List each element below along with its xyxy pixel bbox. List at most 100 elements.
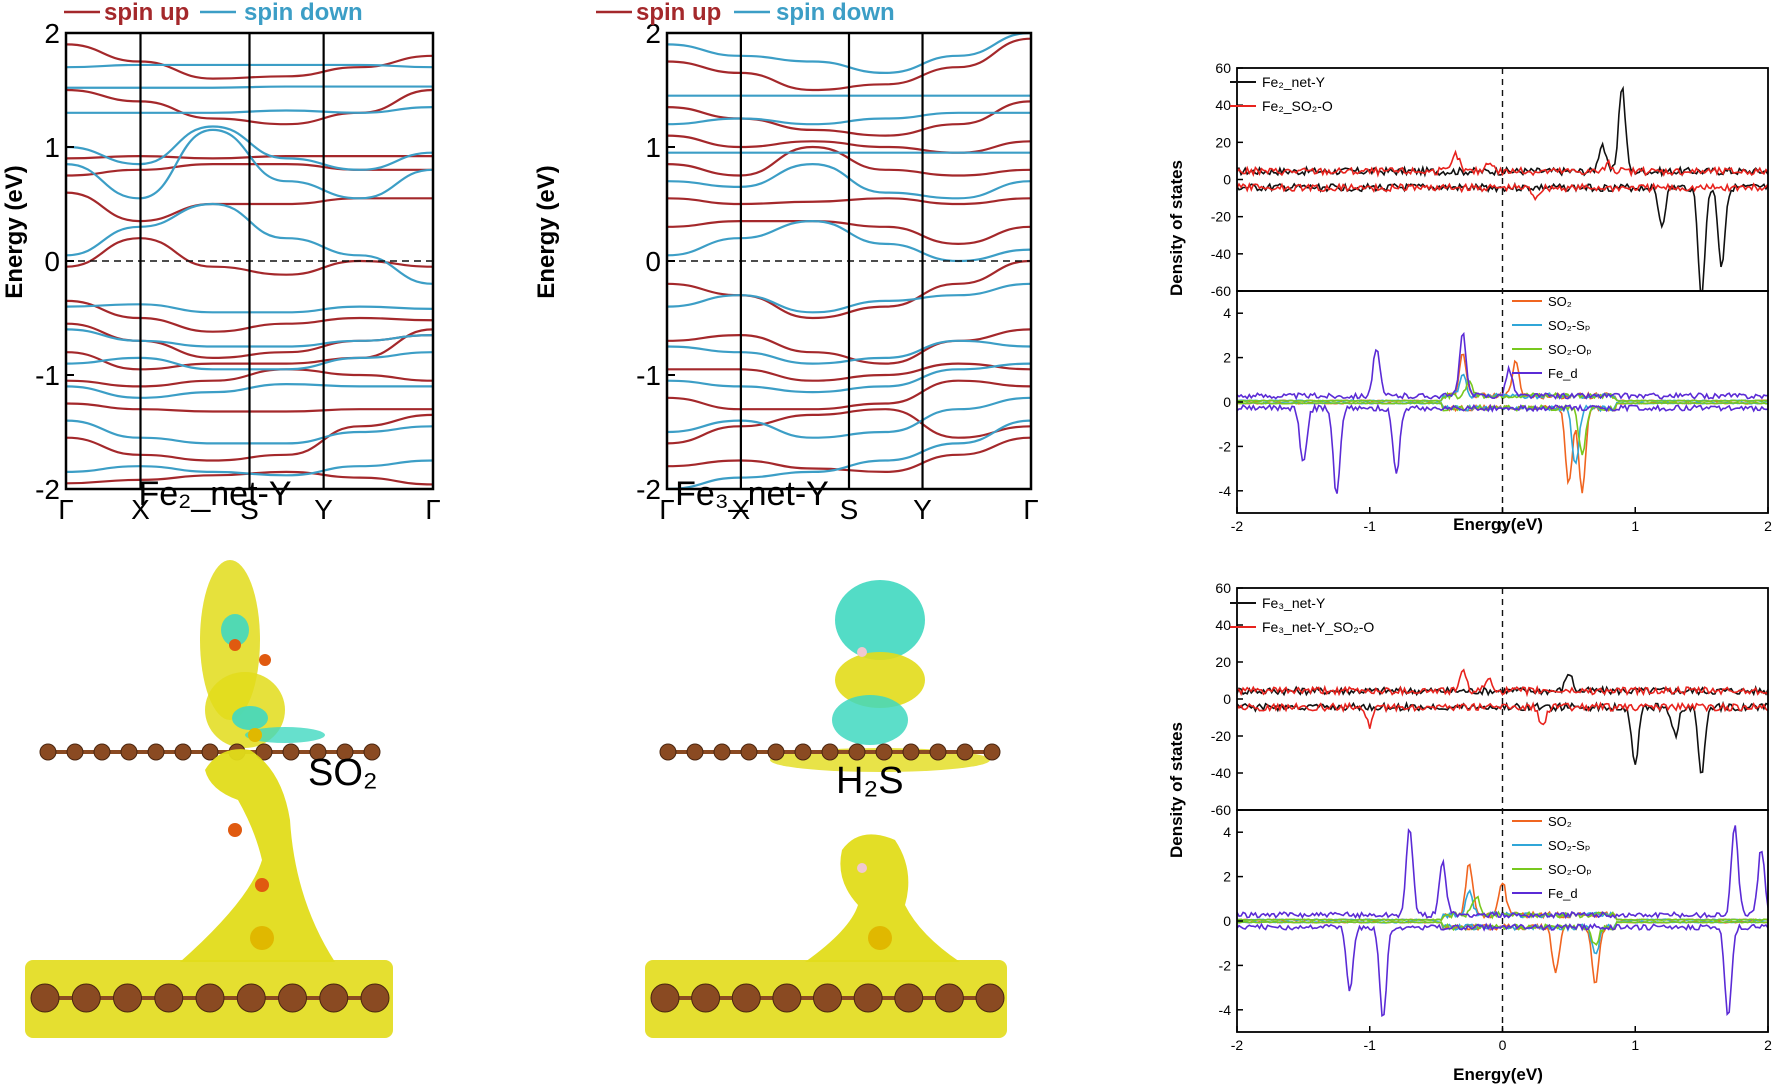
carbon-atom — [853, 983, 883, 1013]
h2s-charge-density — [645, 834, 1007, 1038]
kpoint-label: Γ — [659, 494, 674, 525]
dos-lines — [1237, 668, 1768, 774]
carbon-atom — [767, 743, 785, 761]
band-panel-2-texts: spin up spin down Energy (eV) Fe₃_net-Y — [533, 0, 895, 513]
kpoint-label: Γ — [425, 494, 440, 525]
dos-xtick-label: -2 — [1231, 1037, 1244, 1053]
carbon-atom — [360, 983, 390, 1013]
band-2-ylabel: Energy (eV) — [533, 165, 560, 298]
legend-spin-up: spin up — [636, 0, 721, 26]
carbon-atom — [174, 743, 192, 761]
band-1-ylabel: Energy (eV) — [1, 165, 28, 298]
band-up-6 — [667, 219, 1031, 246]
dos-ytick-label: -2 — [1219, 957, 1232, 973]
carbon-atom — [255, 743, 273, 761]
band-down-0 — [66, 459, 433, 477]
isosurface-yellow — [835, 652, 925, 708]
carbon-atom — [30, 983, 60, 1013]
dos-ytick-label: 40 — [1215, 617, 1231, 633]
carbon-atom — [713, 743, 731, 761]
dos-ytick-label: -40 — [1211, 765, 1231, 781]
carbon-atom — [93, 743, 111, 761]
ytick-label: -1 — [636, 360, 661, 391]
carbon-atom — [934, 983, 964, 1013]
carbon-atom — [686, 743, 704, 761]
dos-Fe₃_net-Y_SO₂-O-down — [1237, 701, 1768, 729]
carbon-atom — [319, 983, 349, 1013]
dos-ytick-label: -40 — [1211, 246, 1231, 262]
dos-Fe_d-up — [1237, 825, 1768, 920]
dos-ytick-label: 60 — [1215, 580, 1231, 596]
legend-spin-up: spin up — [104, 0, 189, 26]
band-up-11 — [667, 37, 1031, 92]
oxygen-atom — [255, 878, 269, 892]
band-up-6 — [66, 299, 433, 333]
band-panel-1-texts: spin up spin down Energy (eV) Fe₂_net-Y — [1, 0, 363, 513]
band-panel-2: Γ X S Y Γ 2 1 0 -1 -2 — [636, 18, 1039, 525]
kpoint-label: Y — [314, 494, 333, 525]
carbon-atom — [39, 743, 57, 761]
dos-lines — [1237, 85, 1768, 291]
carbon-atom — [691, 983, 721, 1013]
molecule-label-so2: SO₂ — [308, 752, 378, 794]
so2-charge-density-difference — [39, 560, 381, 761]
isosurface-cyan — [221, 614, 249, 646]
carbon-atom — [894, 983, 924, 1013]
dos-ytick-label: -60 — [1211, 802, 1231, 818]
carbon-atom — [363, 743, 381, 761]
sulfur-atom — [248, 728, 262, 742]
band-1-title: Fe₂_net-Y — [138, 475, 291, 513]
carbon-atom — [983, 743, 1001, 761]
charge-density-renderings — [25, 560, 1007, 1038]
carbon-atom — [154, 983, 184, 1013]
carbon-atom — [794, 743, 812, 761]
dos-ytick-label: 60 — [1215, 60, 1231, 76]
dos-ytick-label: 4 — [1223, 305, 1231, 321]
dos-2-ylabel: Density of states — [1167, 722, 1186, 858]
dos-2-legend-fed: Fe_d — [1548, 886, 1578, 901]
legend-spin-down: spin down — [776, 0, 895, 26]
carbon-atom — [772, 983, 802, 1013]
dos-xtick-label: 1 — [1631, 1037, 1639, 1053]
ytick-label: -2 — [35, 474, 60, 505]
isosurface-cyan — [245, 727, 325, 743]
dos-ytick-label: -60 — [1211, 283, 1231, 299]
band-down-2 — [66, 383, 433, 399]
carbon-atom — [650, 983, 680, 1013]
dos-xtick-label: 2 — [1764, 1037, 1772, 1053]
band-up-1 — [66, 413, 433, 462]
ytick-label: -2 — [636, 474, 661, 505]
dos-ytick-label: 0 — [1223, 394, 1231, 410]
dos-ytick-label: 40 — [1215, 97, 1231, 113]
dos-1-legend-b: Fe₂_SO₂-O — [1262, 98, 1333, 114]
carbon-atom — [201, 743, 219, 761]
carbon-atom — [740, 743, 758, 761]
isosurface-cyan — [232, 706, 268, 730]
carbon-atom — [975, 983, 1005, 1013]
dos-2-legend-a: Fe₃_net-Y — [1262, 595, 1326, 611]
dos-ytick-label: -20 — [1211, 209, 1231, 225]
band-up-1 — [667, 408, 1031, 445]
kpoint-label: Y — [913, 494, 932, 525]
h2s-charge-density-difference — [659, 580, 1001, 772]
band-up-4 — [66, 328, 433, 371]
carbon-atom — [875, 743, 893, 761]
dos-2-legend-so2: SO₂ — [1548, 814, 1572, 829]
sulfur-atom — [250, 926, 274, 950]
carbon-atom — [147, 743, 165, 761]
dos-ytick-label: 0 — [1223, 172, 1231, 188]
carbon-atom — [195, 983, 225, 1013]
band-up-0 — [667, 436, 1031, 474]
carbon-atom — [821, 743, 839, 761]
dos-xtick-label: 0 — [1499, 518, 1507, 534]
kpoint-label: Γ — [1023, 494, 1038, 525]
kpoint-label: Γ — [58, 494, 73, 525]
dos-xtick-label: 2 — [1764, 518, 1772, 534]
ytick-label: 1 — [44, 132, 60, 163]
ytick-label: 2 — [44, 18, 60, 49]
dos-Fe₃_net-Y_SO₂-O-up — [1237, 668, 1768, 698]
